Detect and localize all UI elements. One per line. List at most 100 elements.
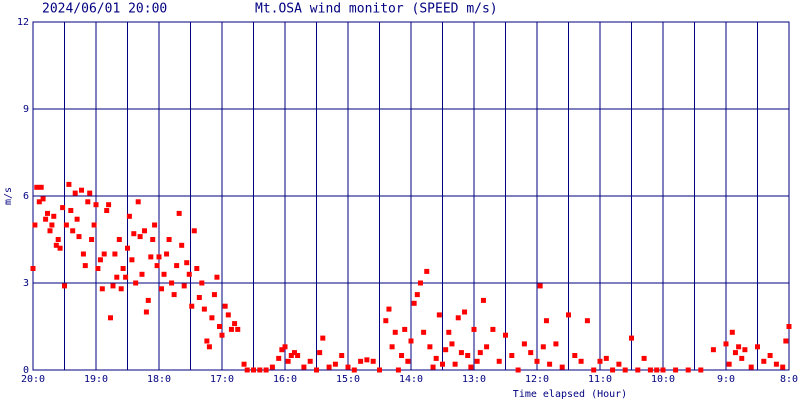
point	[135, 199, 141, 205]
point	[216, 324, 222, 329]
point	[214, 274, 220, 280]
point	[402, 326, 408, 332]
point	[540, 344, 546, 350]
point	[377, 367, 382, 373]
point	[126, 213, 132, 219]
point	[301, 364, 307, 370]
point	[131, 231, 137, 237]
point	[572, 353, 578, 358]
point	[145, 297, 151, 303]
x-tick-label: 16:0	[273, 374, 297, 385]
point	[647, 367, 653, 373]
point	[610, 367, 616, 373]
point	[547, 361, 553, 367]
point	[783, 338, 789, 344]
point	[161, 271, 167, 277]
point	[53, 242, 59, 248]
point	[449, 341, 455, 347]
point	[222, 303, 228, 309]
point	[443, 347, 449, 353]
point	[786, 324, 792, 329]
point	[773, 361, 779, 367]
point	[279, 347, 285, 353]
point	[395, 367, 401, 373]
point	[47, 228, 53, 234]
timestamp: 2024/06/01 20:00	[42, 2, 167, 17]
x-tick-label: 8:0	[780, 374, 798, 385]
point	[345, 364, 351, 370]
point	[392, 329, 398, 335]
point	[417, 280, 423, 286]
point	[364, 357, 370, 363]
point	[339, 353, 345, 358]
point	[209, 315, 215, 321]
point	[211, 292, 217, 298]
point	[603, 355, 609, 361]
point	[559, 364, 565, 370]
point	[181, 283, 187, 289]
point	[232, 321, 238, 327]
point	[537, 283, 543, 289]
point	[480, 297, 486, 303]
point	[424, 268, 430, 274]
point	[36, 199, 42, 205]
point	[427, 344, 433, 350]
point	[276, 355, 282, 361]
x-axis-label: Time elapsed (Hour)	[513, 389, 627, 400]
point	[317, 350, 323, 356]
point	[32, 222, 38, 228]
point	[332, 361, 338, 367]
point	[370, 358, 376, 364]
point	[780, 364, 786, 370]
point	[110, 283, 116, 289]
point	[95, 266, 101, 271]
point	[736, 344, 742, 350]
point	[326, 364, 332, 370]
point	[171, 292, 177, 298]
y-tick-label: 0	[23, 365, 29, 376]
point	[421, 329, 427, 335]
point	[257, 367, 263, 373]
point	[70, 228, 76, 234]
point	[414, 292, 420, 298]
point	[458, 350, 464, 356]
x-tick-label: 13:0	[462, 374, 486, 385]
point	[484, 344, 490, 350]
x-tick-label: 14:0	[399, 374, 423, 385]
point	[97, 257, 103, 263]
point	[263, 367, 269, 373]
point	[118, 286, 124, 292]
y-axis-label: m/s	[3, 187, 14, 205]
point	[99, 286, 105, 292]
point	[148, 254, 154, 260]
point	[49, 222, 55, 228]
point	[40, 196, 46, 202]
point	[389, 344, 395, 350]
point	[521, 341, 527, 347]
point	[455, 315, 461, 321]
point	[543, 318, 549, 324]
point	[566, 312, 571, 318]
point	[114, 274, 120, 280]
x-tick-label: 10:0	[651, 374, 675, 385]
y-tick-label: 3	[23, 278, 29, 289]
y-tick-label: 6	[23, 191, 29, 202]
point	[616, 361, 622, 367]
point	[179, 242, 185, 248]
point	[66, 181, 72, 187]
point	[474, 358, 480, 364]
point	[43, 216, 49, 222]
point	[528, 350, 534, 356]
point	[93, 202, 99, 208]
y-tick-label: 12	[17, 17, 29, 28]
point	[85, 199, 91, 205]
point	[477, 350, 483, 356]
point	[411, 300, 417, 306]
point	[383, 318, 389, 324]
point	[629, 335, 634, 341]
point	[235, 326, 241, 332]
point	[433, 355, 439, 361]
point	[176, 210, 182, 216]
point	[112, 251, 118, 257]
point	[742, 347, 748, 353]
